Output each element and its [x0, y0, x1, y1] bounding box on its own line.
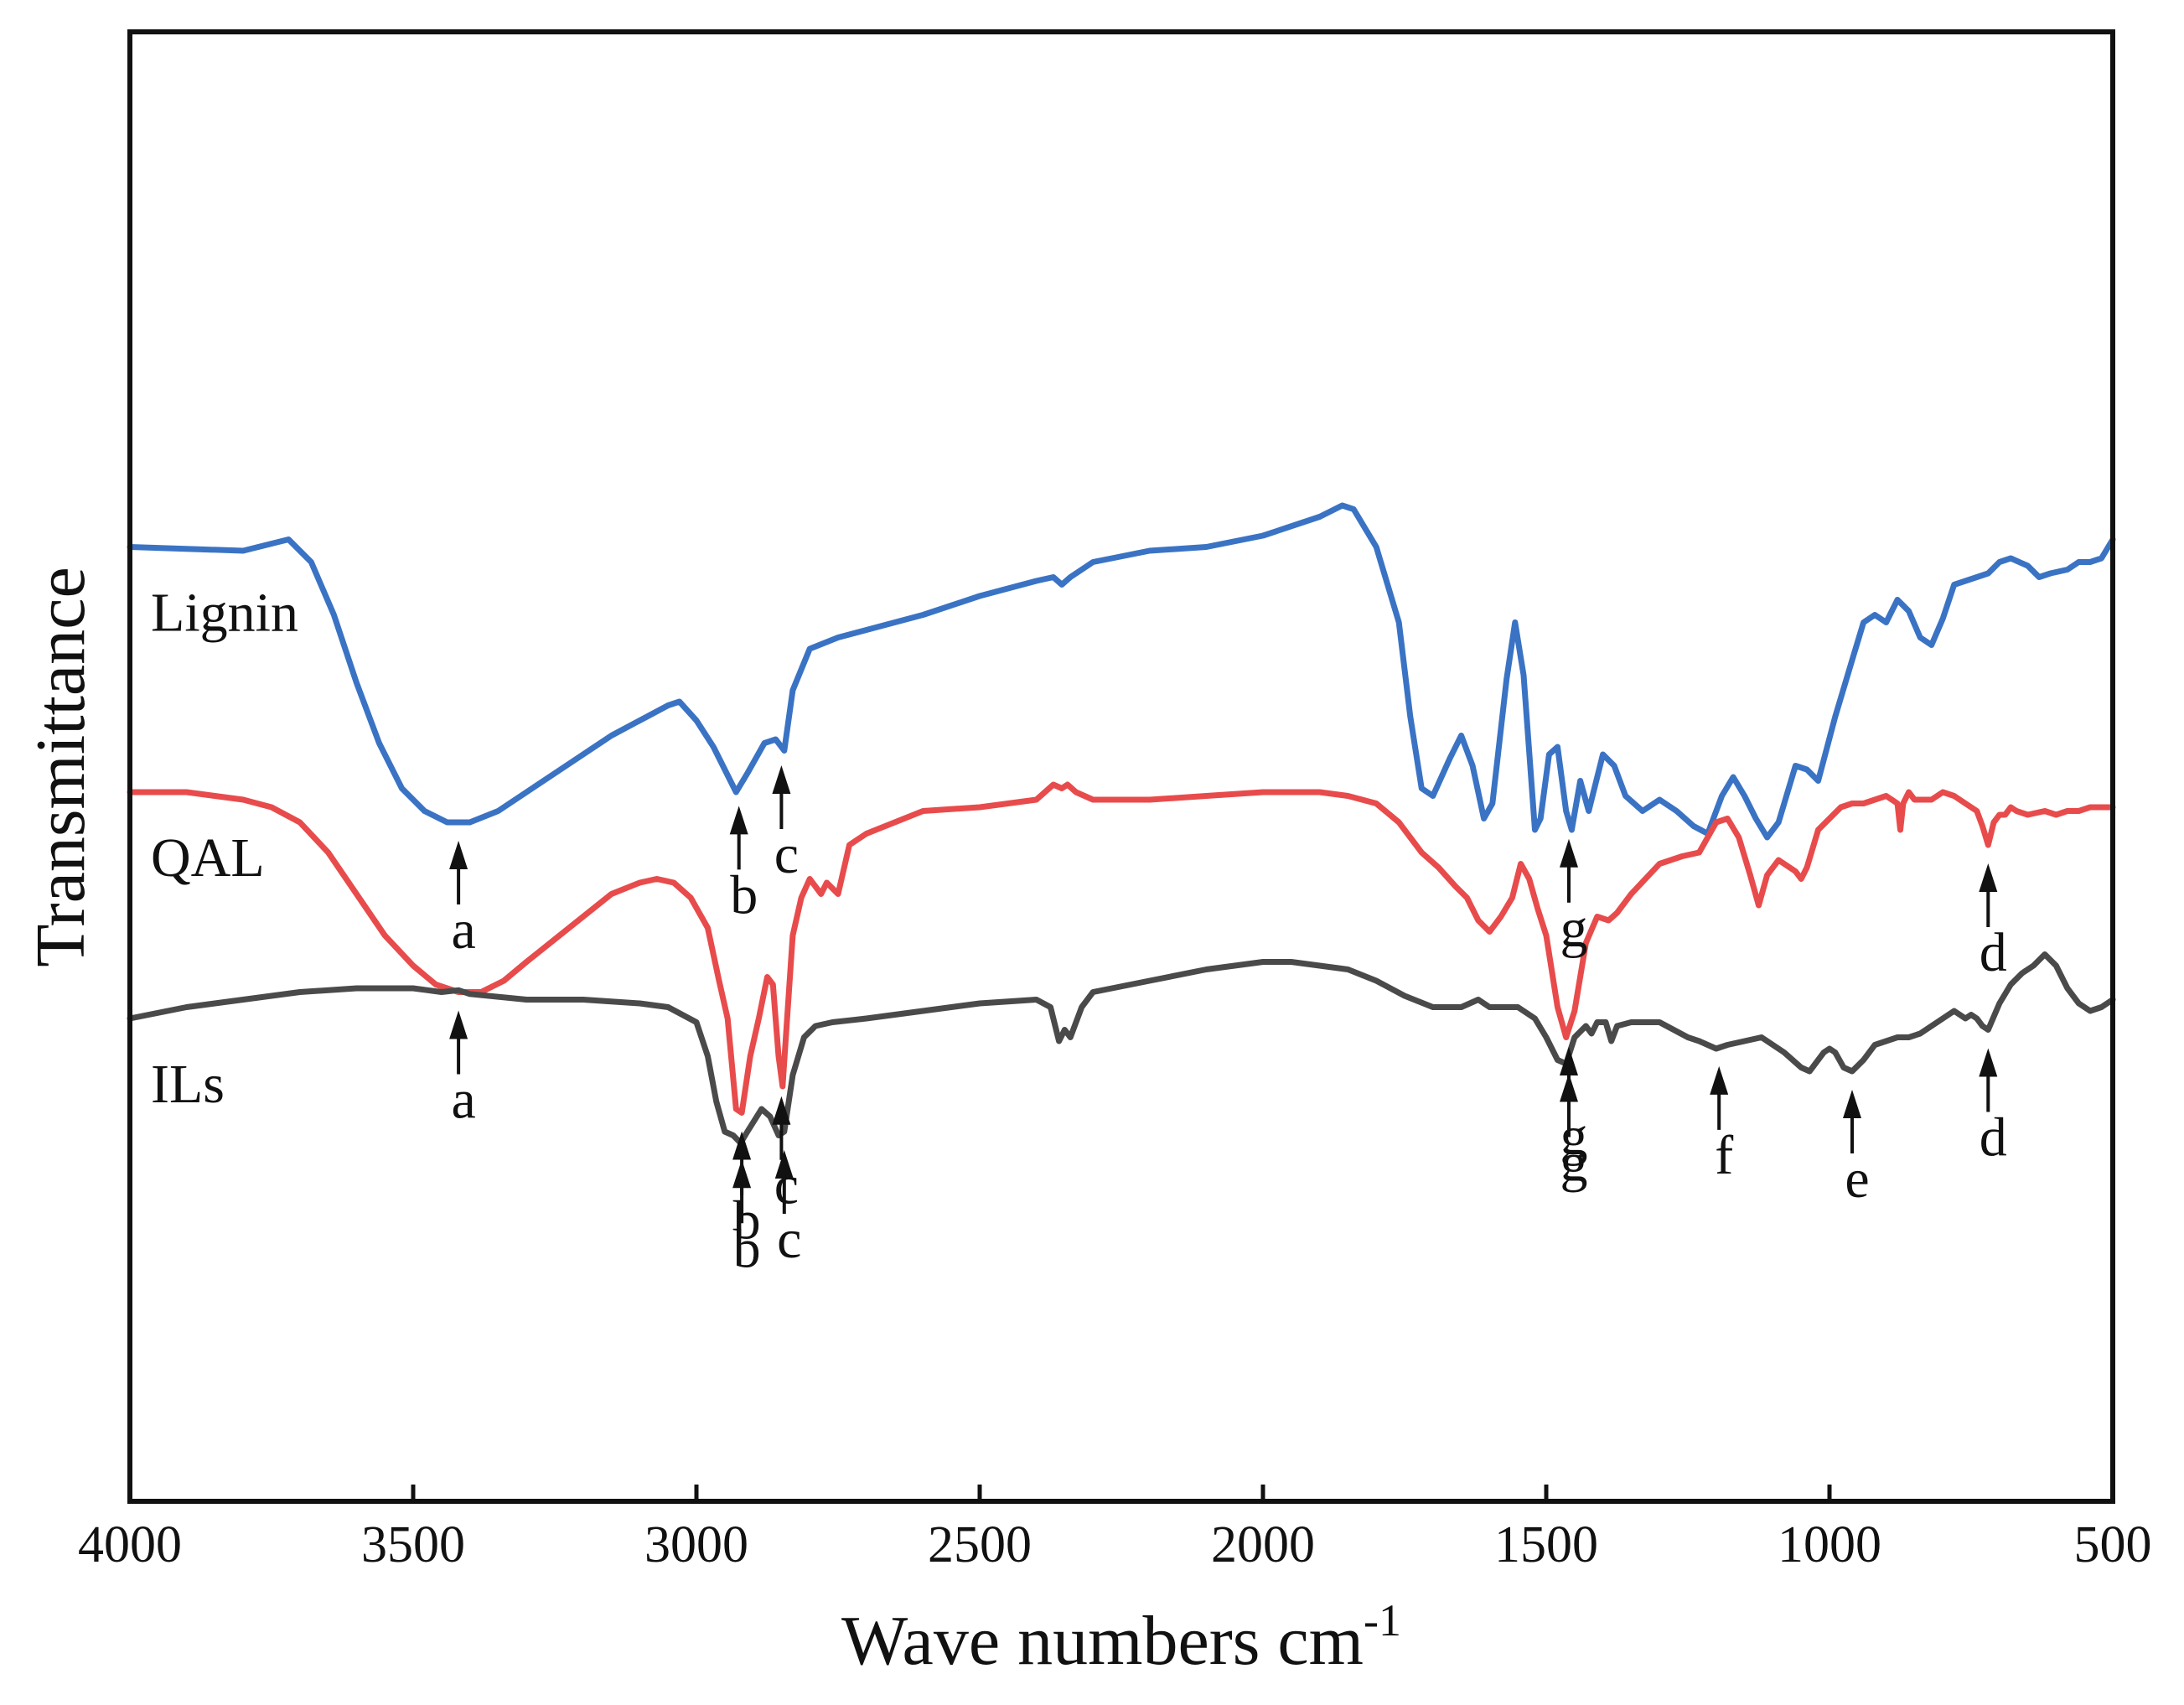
arrow-head-icon — [774, 1150, 794, 1179]
peak-marker-ils-b: b — [732, 1159, 761, 1279]
x-tick-label: 4000 — [78, 1516, 182, 1573]
peak-label: c — [777, 1209, 801, 1270]
series-label-layer: Lignin QAL ILs — [151, 583, 298, 1116]
series-layer — [127, 502, 2116, 1146]
series-line-lignin — [127, 502, 2116, 841]
x-tick-label: 1500 — [1494, 1516, 1598, 1573]
arrow-head-icon — [1560, 838, 1578, 868]
peak-label: d — [1980, 1107, 2007, 1169]
series-label-lignin: Lignin — [151, 583, 298, 644]
plot-frame — [127, 29, 2115, 1504]
arrow-head-icon — [772, 765, 791, 794]
peak-marker-ils-d: d — [1979, 1048, 2007, 1169]
peak-marker-lignin-b: b — [729, 806, 758, 925]
arrow-head-icon — [732, 1131, 752, 1160]
arrow-head-icon — [1979, 863, 1998, 892]
peak-label: b — [733, 1190, 761, 1252]
peak-label: g — [1560, 898, 1588, 959]
peak-label: g — [1560, 1106, 1588, 1167]
x-tick-label: 500 — [2074, 1516, 2152, 1573]
x-axis-ticks: 4000 3500 3000 2500 2000 1500 1000 500 — [78, 1485, 2152, 1573]
peak-label: c — [774, 824, 799, 885]
arrow-head-icon — [1843, 1090, 1861, 1118]
peak-marker-qal-d: d — [1979, 863, 2007, 983]
peak-label: a — [451, 1070, 475, 1131]
peak-marker-lignin-a: a — [449, 841, 476, 961]
series-label-qal: QAL — [151, 827, 265, 889]
peak-label: b — [733, 1218, 761, 1279]
peak-marker-lignin-g: g — [1560, 838, 1588, 959]
peak-label: g — [1560, 1132, 1588, 1194]
series-label-ils: ILs — [151, 1054, 225, 1115]
peak-marker-qal-a: a — [449, 1010, 476, 1131]
peak-label: b — [730, 864, 758, 925]
series-line-qal — [127, 781, 2116, 1116]
peak-marker-lignin-c: c — [772, 765, 799, 885]
peak-marker-ils-f: f — [1710, 1065, 1733, 1186]
x-tick-label: 2000 — [1211, 1516, 1315, 1573]
x-tick-label: 2500 — [928, 1516, 1032, 1573]
peak-label: f — [1715, 1125, 1733, 1186]
arrow-head-icon — [1979, 1048, 1998, 1077]
arrow-head-icon — [1710, 1065, 1729, 1095]
peak-marker-ils-g: g — [1560, 1073, 1588, 1194]
arrow-head-icon — [449, 841, 468, 869]
peak-label: e — [1845, 1148, 1869, 1210]
x-axis-title: Wave numbers cm-1 — [841, 1595, 1401, 1680]
x-tick-label: 3000 — [644, 1516, 748, 1573]
peak-label: a — [451, 899, 475, 961]
arrow-head-icon — [1560, 1047, 1578, 1075]
arrow-head-icon — [732, 1159, 752, 1189]
arrow-head-icon — [772, 1096, 791, 1125]
peak-marker-ils-c: c — [774, 1150, 801, 1270]
arrow-head-icon — [449, 1010, 468, 1039]
y-axis-title: Transmittance — [22, 567, 100, 967]
x-tick-label: 3500 — [361, 1516, 465, 1573]
x-axis-title-exponent: -1 — [1364, 1595, 1401, 1645]
peak-marker-qal-g: g — [1560, 1047, 1588, 1167]
peak-label: d — [1980, 922, 2007, 983]
arrow-head-icon — [1560, 1073, 1578, 1102]
peak-marker-ils-e: e — [1843, 1090, 1870, 1210]
x-tick-label: 1000 — [1778, 1516, 1881, 1573]
arrow-head-icon — [729, 806, 748, 835]
series-line-ils — [127, 951, 2116, 1146]
x-axis-title-text: Wave numbers cm — [841, 1602, 1364, 1680]
